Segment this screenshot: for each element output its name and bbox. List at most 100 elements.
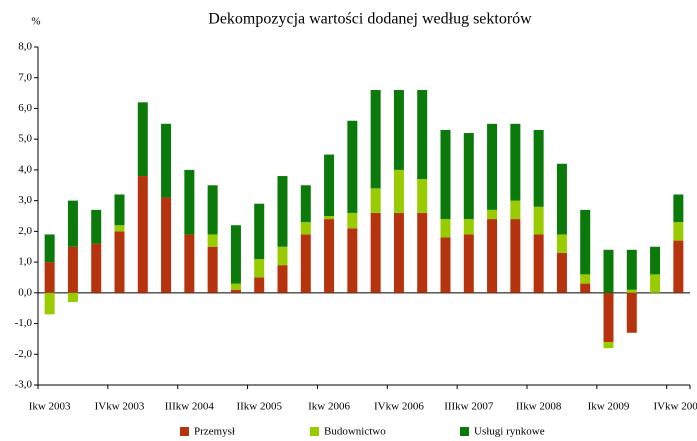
x-tick-label: IIkw 2005 (236, 401, 282, 413)
bar-segment (580, 274, 591, 284)
bar-segment (67, 200, 78, 247)
bar-segment (91, 243, 102, 293)
bar-segment (580, 209, 591, 275)
bar-segment (230, 225, 241, 284)
bar-segment (44, 262, 55, 293)
y-tick-label: 8,0 (18, 41, 32, 53)
y-tick-label: 5,0 (18, 133, 32, 145)
legend-swatch (460, 427, 469, 436)
bar-segment (370, 212, 381, 293)
bar-segment (300, 234, 311, 293)
y-tick-label: 0,0 (18, 286, 32, 298)
x-tick-label: Ikw 2009 (588, 401, 630, 413)
bar-segment (603, 341, 614, 349)
y-tick-label: -2,0 (15, 348, 33, 360)
bar-segment (347, 120, 358, 213)
legend-swatch (180, 427, 189, 436)
bar-segment (254, 203, 265, 260)
bar-segment (184, 169, 195, 235)
bar-segment (184, 234, 195, 293)
legend-swatch (310, 427, 319, 436)
bar-segment (463, 133, 474, 220)
bar-segment (626, 289, 637, 293)
bar-segment (91, 209, 102, 244)
y-tick-label: -3,0 (15, 379, 33, 391)
bar-segment (370, 90, 381, 189)
bar-segment (673, 194, 684, 223)
x-tick-label: IVkw 2009 (653, 401, 697, 413)
bar-segment (580, 283, 591, 293)
x-tick-label: IVkw 2006 (374, 401, 424, 413)
legend-label: Budownictwo (324, 426, 386, 438)
y-tick-label: 3,0 (18, 194, 32, 206)
bar-segment (417, 90, 428, 180)
x-tick-label: IIkw 2008 (516, 401, 562, 413)
bar-segment (114, 231, 125, 293)
x-tick-label: IIIkw 2007 (444, 401, 494, 413)
bar-segment (510, 200, 521, 220)
bar-segment (370, 188, 381, 213)
y-axis-label: % (31, 16, 40, 28)
x-tick-label: IIIkw 2004 (165, 401, 215, 413)
bar-segment (324, 154, 335, 216)
bar-segment (417, 212, 428, 293)
bar-segment (487, 209, 498, 220)
bar-segment (510, 123, 521, 201)
bar-segment (44, 292, 55, 315)
bar-segment (650, 246, 661, 275)
bar-segment (556, 252, 567, 293)
bar-segment (603, 292, 614, 342)
bar-segment (207, 234, 218, 247)
bar-segment (207, 185, 218, 235)
bar-segment (114, 225, 125, 232)
legend-label: Przemysł (194, 426, 235, 438)
bar-segment (300, 185, 311, 223)
bar-segment (603, 249, 614, 293)
y-tick-label: 6,0 (18, 102, 32, 114)
x-tick-label: Ikw 2006 (308, 401, 350, 413)
x-tick-label: Ikw 2003 (29, 401, 71, 413)
bar-segment (487, 123, 498, 210)
y-tick-label: 4,0 (18, 163, 32, 175)
bar-segment (463, 219, 474, 235)
bar-segment (673, 222, 684, 241)
bar-segment (347, 228, 358, 293)
bar-segment (277, 265, 288, 293)
bar-segment (393, 169, 404, 213)
bar-segment (533, 206, 544, 235)
bar-segment (137, 176, 148, 293)
bar-segment (161, 197, 172, 293)
legend-label: Usługi rynkowe (474, 426, 545, 438)
bar-segment (230, 289, 241, 293)
bar-segment (556, 163, 567, 235)
bar-segment (650, 274, 661, 293)
x-tick-label: IVkw 2003 (95, 401, 145, 413)
bar-segment (161, 123, 172, 198)
bar-segment (533, 129, 544, 207)
bar-segment (533, 234, 544, 293)
chart-title: Dekompozycja wartości dodanej według sek… (208, 11, 532, 28)
bar-segment (324, 216, 335, 220)
bar-segment (487, 219, 498, 293)
bar-segment (44, 234, 55, 263)
y-tick-label: -1,0 (15, 317, 33, 329)
bar-segment (673, 240, 684, 293)
bar-segment (67, 246, 78, 293)
bar-segment (230, 283, 241, 290)
bar-segment (324, 219, 335, 293)
y-tick-label: 2,0 (18, 225, 32, 237)
bar-segment (440, 219, 451, 238)
bar-segment (463, 234, 474, 293)
bar-segment (207, 246, 218, 293)
y-tick-label: 1,0 (18, 256, 32, 268)
bar-segment (440, 237, 451, 293)
bar-segment (67, 292, 78, 303)
y-tick-label: 7,0 (18, 71, 32, 83)
bar-segment (254, 259, 265, 278)
bar-segment (347, 212, 358, 229)
bar-segment (417, 179, 428, 213)
bar-segment (137, 102, 148, 177)
bar-segment (626, 292, 637, 333)
bar-segment (393, 212, 404, 293)
